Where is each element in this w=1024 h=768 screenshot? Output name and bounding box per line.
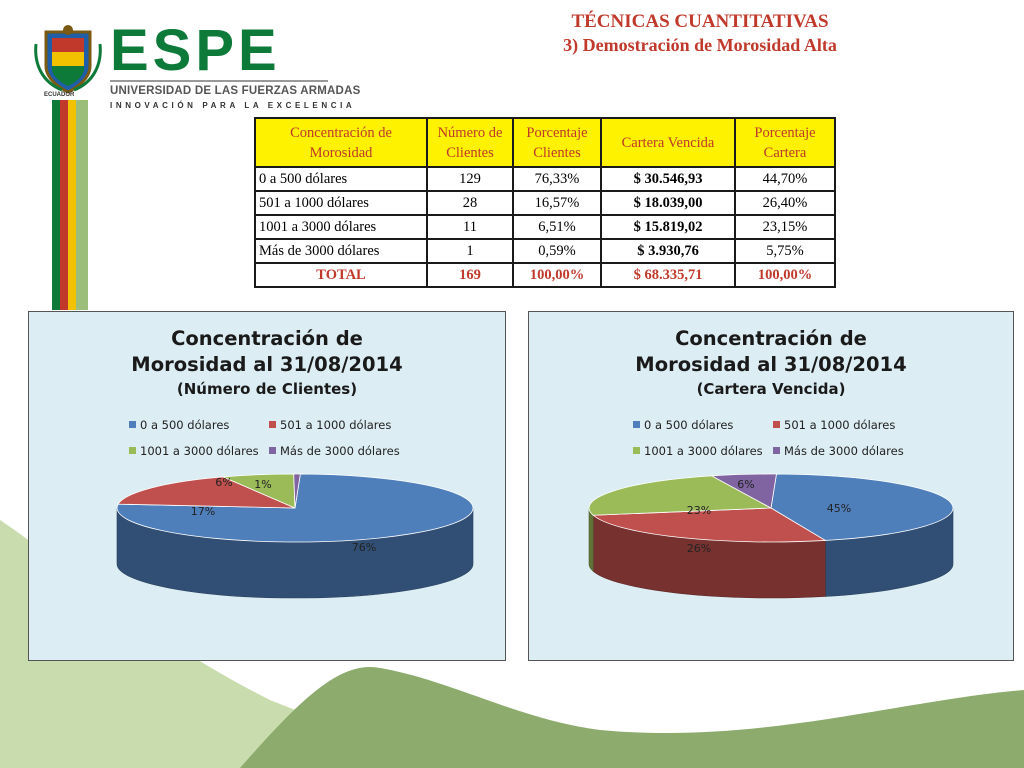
legend-swatch xyxy=(633,447,640,454)
table-cell: $ 30.546,93 xyxy=(600,166,736,192)
table-row: 501 a 1000 dólares 28 16,57% $ 18.039,00… xyxy=(254,190,836,216)
header-cell: Porcentaje Cartera xyxy=(734,117,836,168)
pie-chart-cartera: 45% 26% 23% 6% xyxy=(588,473,954,599)
pie-slice xyxy=(710,473,777,509)
table-cell: 169 xyxy=(426,262,514,288)
chart-panel-cartera: Concentración de Morosidad al 31/08/2014… xyxy=(528,311,1014,661)
table-cell: 44,70% xyxy=(734,166,836,192)
pie-slice xyxy=(293,473,301,509)
table-cell: 100,00% xyxy=(512,262,602,288)
chart-title: Concentración de Morosidad al 31/08/2014… xyxy=(529,326,1013,400)
brand-block: ESPE UNIVERSIDAD DE LAS FUERZAS ARMADAS … xyxy=(110,18,360,110)
chart-title: Concentración de Morosidad al 31/08/2014… xyxy=(29,326,505,400)
pie-data-label: 76% xyxy=(352,541,376,554)
table-cell: TOTAL xyxy=(254,262,428,288)
table-cell: 1001 a 3000 dólares xyxy=(254,214,428,240)
legend-label: 0 a 500 dólares xyxy=(140,418,230,432)
table-cell: $ 15.819,02 xyxy=(600,214,736,240)
header-cell: Cartera Vencida xyxy=(600,117,736,168)
table-cell: 16,57% xyxy=(512,190,602,216)
legend-item: 501 a 1000 dólares xyxy=(269,418,391,432)
legend-label: 1001 a 3000 dólares xyxy=(140,444,259,458)
pie-data-label: 6% xyxy=(737,478,754,491)
legend-label: Más de 3000 dólares xyxy=(784,444,904,458)
table-cell: 5,75% xyxy=(734,238,836,264)
pie-chart-clientes: 76% 17% 6% 1% xyxy=(116,473,474,599)
legend-item: 501 a 1000 dólares xyxy=(773,418,895,432)
pie-data-label: 26% xyxy=(687,542,711,555)
table-cell: Más de 3000 dólares xyxy=(254,238,428,264)
chart-title-text: Concentración de Morosidad al 31/08/2014 xyxy=(635,327,907,376)
table-cell: 501 a 1000 dólares xyxy=(254,190,428,216)
table-total-row: TOTAL 169 100,00% $ 68.335,71 100,00% xyxy=(254,262,836,288)
brand-motto: INNOVACIÓN PARA LA EXCELENCIA xyxy=(110,101,356,110)
legend-item: Más de 3000 dólares xyxy=(269,444,400,458)
legend-swatch xyxy=(773,421,780,428)
legend-label: 501 a 1000 dólares xyxy=(280,418,392,432)
slide-titles: TÉCNICAS CUANTITATIVAS 3) Demostración d… xyxy=(470,10,930,56)
table-row: Más de 3000 dólares 1 0,59% $ 3.930,76 5… xyxy=(254,238,836,264)
table-cell: $ 18.039,00 xyxy=(600,190,736,216)
legend-item: 1001 a 3000 dólares xyxy=(129,444,259,458)
pie-slice xyxy=(117,476,296,509)
pie-slice xyxy=(592,507,827,543)
table-cell: $ 3.930,76 xyxy=(600,238,736,264)
chart-panel-clientes: Concentración de Morosidad al 31/08/2014… xyxy=(28,311,506,661)
table-cell: 100,00% xyxy=(734,262,836,288)
brand-name: ESPE xyxy=(110,18,281,83)
legend-label: 0 a 500 dólares xyxy=(644,418,734,432)
legend-swatch xyxy=(129,421,136,428)
legend-swatch xyxy=(269,447,276,454)
table-cell: 23,15% xyxy=(734,214,836,240)
header-cell: Porcentaje Clientes xyxy=(512,117,602,168)
table-cell: 6,51% xyxy=(512,214,602,240)
morosidad-table: Concentración de Morosidad Número de Cli… xyxy=(254,117,836,288)
table-cell: 28 xyxy=(426,190,514,216)
legend-item: 1001 a 3000 dólares xyxy=(633,444,763,458)
table-cell: 11 xyxy=(426,214,514,240)
table-header-row: Concentración de Morosidad Número de Cli… xyxy=(254,117,836,168)
chart-subtitle: (Cartera Vencida) xyxy=(696,380,846,398)
table-cell: 76,33% xyxy=(512,166,602,192)
table-cell: 0,59% xyxy=(512,238,602,264)
header-cell: Número de Clientes xyxy=(426,117,514,168)
chart-title-text: Concentración de Morosidad al 31/08/2014 xyxy=(131,327,403,376)
header-cell: Concentración de Morosidad xyxy=(254,117,428,168)
table-cell: 129 xyxy=(426,166,514,192)
pie-data-label: 23% xyxy=(687,504,711,517)
legend-label: Más de 3000 dólares xyxy=(280,444,400,458)
pie-data-label: 17% xyxy=(191,505,215,518)
pie-data-label: 6% xyxy=(215,476,232,489)
legend-label: 1001 a 3000 dólares xyxy=(644,444,763,458)
pie-slice-side xyxy=(588,507,594,572)
table-row: 1001 a 3000 dólares 11 6,51% $ 15.819,02… xyxy=(254,214,836,240)
legend-swatch xyxy=(269,421,276,428)
table-row: 0 a 500 dólares 129 76,33% $ 30.546,93 4… xyxy=(254,166,836,192)
country-label: ECUADOR xyxy=(44,92,75,98)
slide-subtitle: 3) Demostración de Morosidad Alta xyxy=(563,35,837,55)
chart-subtitle: (Número de Clientes) xyxy=(176,380,358,398)
pie-slice xyxy=(770,473,954,541)
table-cell: 0 a 500 dólares xyxy=(254,166,428,192)
table-cell: 26,40% xyxy=(734,190,836,216)
slide-title: TÉCNICAS CUANTITATIVAS xyxy=(571,11,829,32)
legend-swatch xyxy=(633,421,640,428)
legend-swatch xyxy=(129,447,136,454)
legend-item: 0 a 500 dólares xyxy=(633,418,733,432)
table-cell: 1 xyxy=(426,238,514,264)
table-cell: $ 68.335,71 xyxy=(600,262,736,288)
legend-swatch xyxy=(773,447,780,454)
legend-item: 0 a 500 dólares xyxy=(129,418,229,432)
university-name: UNIVERSIDAD DE LAS FUERZAS ARMADAS xyxy=(110,80,360,97)
espe-shield-logo xyxy=(34,25,102,94)
pie-data-label: 1% xyxy=(254,478,271,491)
legend-label: 501 a 1000 dólares xyxy=(784,418,896,432)
pie-slice xyxy=(588,475,773,516)
legend-item: Más de 3000 dólares xyxy=(773,444,904,458)
pie-data-label: 45% xyxy=(827,502,851,515)
